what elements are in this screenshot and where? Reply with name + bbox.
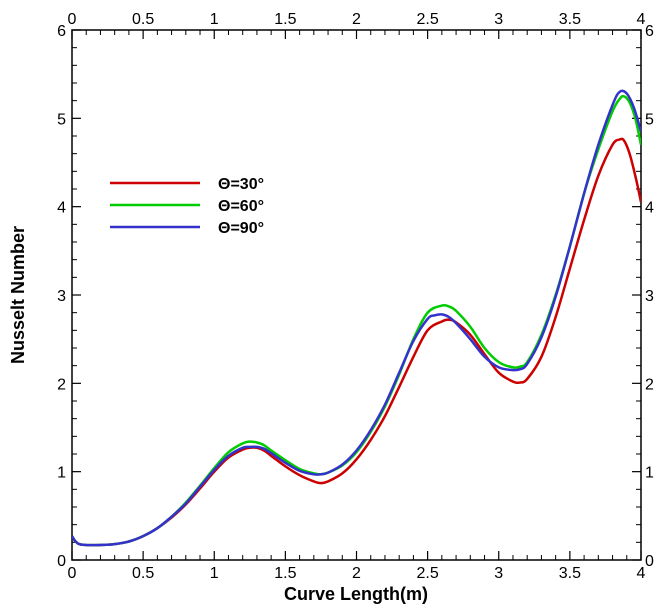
y-tick-label: 3 xyxy=(57,288,66,305)
x-axis-label: Curve Length(m) xyxy=(284,584,428,604)
y-tick-label: 1 xyxy=(57,465,66,482)
y-tick-label-right: 2 xyxy=(645,376,654,393)
x-tick-label-top: 2.5 xyxy=(417,11,439,28)
x-tick-label: 2.5 xyxy=(417,565,439,582)
y-tick-label-right: 6 xyxy=(645,23,654,40)
x-tick-label: 0.5 xyxy=(132,565,154,582)
legend-label-3: Θ=90° xyxy=(218,220,264,237)
y-tick-label: 0 xyxy=(57,553,66,570)
x-tick-label-top: 0 xyxy=(68,11,77,28)
y-tick-label: 4 xyxy=(57,200,66,217)
x-tick-label-top: 4 xyxy=(637,11,646,28)
x-tick-label-top: 1.5 xyxy=(274,11,296,28)
x-tick-label: 3 xyxy=(494,565,503,582)
y-tick-label: 6 xyxy=(57,23,66,40)
y-tick-label-right: 4 xyxy=(645,200,654,217)
x-tick-label: 1.5 xyxy=(274,565,296,582)
y-axis-label: Nusselt Number xyxy=(8,226,28,364)
x-tick-label-top: 1 xyxy=(210,11,219,28)
x-tick-label: 0 xyxy=(68,565,77,582)
x-tick-label: 2 xyxy=(352,565,361,582)
x-tick-label-top: 2 xyxy=(352,11,361,28)
x-tick-label: 4 xyxy=(637,565,646,582)
y-tick-label-right: 5 xyxy=(645,111,654,128)
x-tick-label: 3.5 xyxy=(559,565,581,582)
y-tick-label-right: 0 xyxy=(645,553,654,570)
x-tick-label-top: 3 xyxy=(494,11,503,28)
y-tick-label: 2 xyxy=(57,376,66,393)
y-tick-label-right: 3 xyxy=(645,288,654,305)
legend-label-1: Θ=30° xyxy=(218,176,264,193)
x-tick-label-top: 0.5 xyxy=(132,11,154,28)
series-line-1 xyxy=(72,137,641,547)
legend-label-2: Θ=60° xyxy=(218,198,264,215)
y-tick-label: 5 xyxy=(57,111,66,128)
series-line-3 xyxy=(72,89,641,547)
y-tick-label-right: 1 xyxy=(645,465,654,482)
x-tick-label: 1 xyxy=(210,565,219,582)
x-tick-label-top: 3.5 xyxy=(559,11,581,28)
